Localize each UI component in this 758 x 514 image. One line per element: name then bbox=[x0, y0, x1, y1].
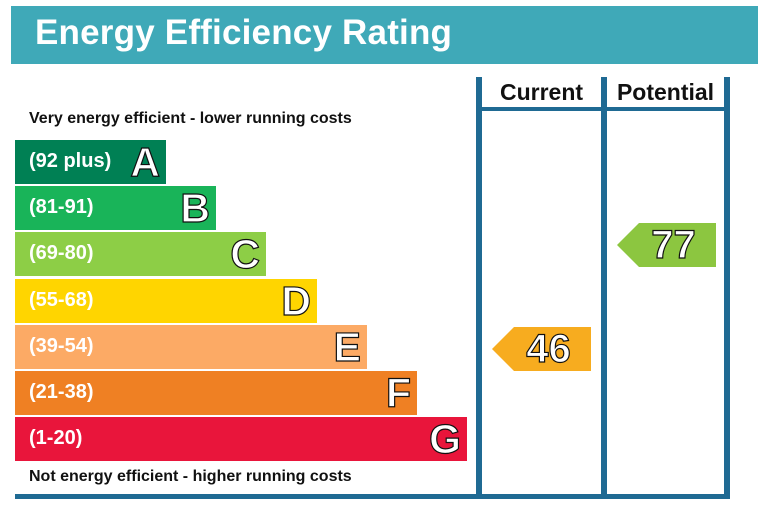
column-frame-left bbox=[476, 77, 482, 497]
band-letter-label: C bbox=[230, 231, 261, 277]
band-range-label: (21-38) bbox=[29, 381, 94, 403]
band-range-label: (92 plus) bbox=[29, 150, 112, 172]
band-b: (81-91) B bbox=[15, 185, 216, 231]
chart-bottom-border bbox=[15, 494, 730, 499]
band-letter-label: D bbox=[281, 278, 312, 324]
band-range-label: (81-91) bbox=[29, 196, 94, 218]
potential-arrow-shape bbox=[617, 223, 716, 267]
band-c: (69-80) C bbox=[15, 231, 266, 277]
band-letter-label: E bbox=[333, 324, 362, 370]
band-g: (1-20) G bbox=[15, 416, 467, 462]
band-range-label: (39-54) bbox=[29, 335, 94, 357]
column-frame-middle bbox=[601, 77, 607, 497]
current-rating-arrow: 46 bbox=[492, 326, 591, 372]
bottom-caption: Not energy efficient - higher running co… bbox=[29, 468, 352, 485]
current-column-header: Current bbox=[499, 79, 584, 105]
band-letter-label: F bbox=[385, 370, 411, 416]
column-header-divider bbox=[476, 107, 730, 111]
potential-column-header: Potential bbox=[616, 79, 715, 105]
potential-rating-arrow: 77 bbox=[617, 222, 716, 268]
band-range-label: (1-20) bbox=[29, 427, 83, 449]
chart-title: Energy Efficiency Rating bbox=[35, 13, 453, 52]
band-f: (21-38) F bbox=[15, 370, 417, 416]
current-arrow-shape bbox=[492, 327, 591, 371]
band-range-label: (55-68) bbox=[29, 289, 94, 311]
band-range-label: (69-80) bbox=[29, 242, 94, 264]
top-caption: Very energy efficient - lower running co… bbox=[29, 110, 352, 127]
band-d: (55-68) D bbox=[15, 278, 317, 324]
title-bar: Energy Efficiency Rating bbox=[11, 6, 758, 64]
current-rating-value: 46 bbox=[526, 326, 572, 371]
band-a: (92 plus) A bbox=[15, 139, 166, 185]
band-letter-label: B bbox=[180, 185, 211, 231]
potential-rating-value: 77 bbox=[651, 222, 697, 267]
band-letter-label: G bbox=[428, 416, 461, 462]
band-letter-label: A bbox=[130, 139, 161, 185]
column-frame-right bbox=[724, 77, 730, 497]
band-e: (39-54) E bbox=[15, 324, 367, 370]
